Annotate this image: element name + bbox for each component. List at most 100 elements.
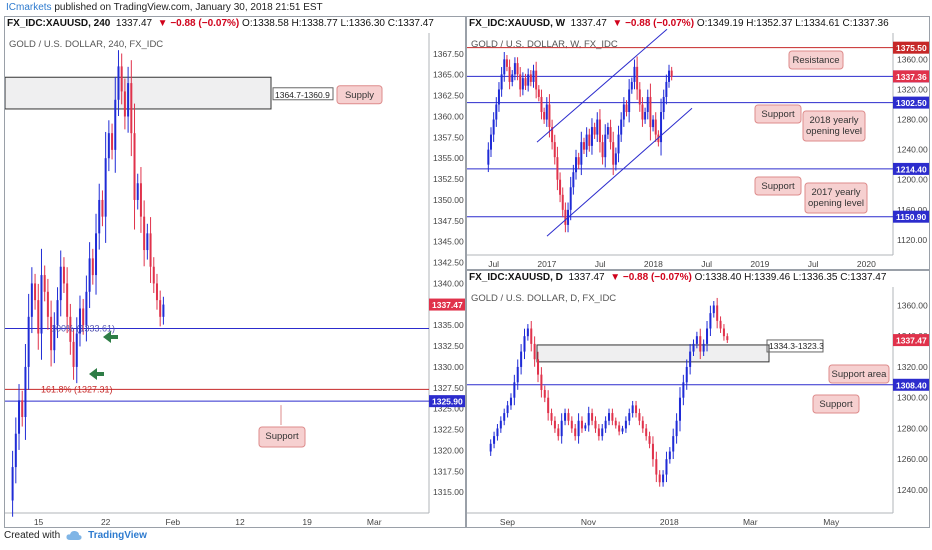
footer: Created with TradingView [4,530,147,541]
candle-body [497,89,500,105]
panel-weekly[interactable]: FX_IDC:XAUUSD, W 1337.47 ▼ −0.88 (−0.07%… [466,16,930,270]
candle-body [614,420,617,426]
weekly-title: FX_IDC:XAUUSD, W 1337.47 ▼ −0.88 (−0.07%… [469,18,889,29]
candle-body [550,413,553,421]
price-tag [893,334,929,347]
support-callout [812,394,860,414]
candle-body [668,70,671,82]
y-tick-label: 1360.00 [897,54,928,64]
supply-callout [336,85,383,105]
candle-body [567,413,570,421]
zone-label: 1334.3-1323.3 [769,341,824,351]
candle-body [601,142,604,158]
candle-body [641,420,644,429]
candle-body [607,413,611,421]
candle-body [622,104,625,120]
candle-body [18,400,21,434]
y-tick-label: 1327.50 [433,383,464,393]
candle-body [557,428,560,437]
y-tick-label: 1330.00 [433,362,464,372]
candle-body [654,119,657,135]
candle-body [526,328,529,337]
candle-body [11,467,14,501]
x-tick-label: Jul [701,259,712,269]
candle-body [535,70,538,90]
candle-body [621,428,624,432]
candle-body [620,119,623,135]
candle-body [665,459,668,475]
candle-body [513,63,516,75]
y-tick-label: 1320.00 [897,362,928,372]
candle-body [62,266,65,284]
candle-body [85,291,88,326]
candle-body [492,119,495,135]
publisher-link[interactable]: ICmarkets [6,2,52,13]
candle-body [78,308,81,334]
price-tag-label: 1337.36 [896,72,927,82]
candle-body [618,425,621,432]
panel-daily[interactable]: FX_IDC:XAUUSD, D 1337.47 ▼ −0.88 (−0.07%… [466,270,930,528]
x-tick-label: 2018 [660,517,679,527]
support-callout [754,176,802,196]
support-callout-text: Support [819,399,853,410]
candle-body [604,134,607,158]
candle-body [604,420,607,429]
candle-body [111,133,114,150]
candle-body [59,266,62,301]
y-tick-label: 1360.00 [433,111,464,121]
panel-h4[interactable]: FX_IDC:XAUUSD, 240 1337.47 ▼ −0.88 (−0.0… [4,16,466,528]
candle-body [543,112,546,120]
y-tick-label: 1342.50 [433,258,464,268]
candle-body [699,336,702,352]
candle-body [662,474,665,483]
y-tick-label: 1362.50 [433,91,464,101]
supply-box-label: 1364.7-1360.9 [275,90,330,100]
candle-body [537,359,540,375]
candle-body [564,209,567,225]
candle-body [660,112,663,143]
candle-body [561,194,564,210]
candle-body [587,413,590,426]
x-tick-label: 15 [34,517,44,527]
tradingview-brand[interactable]: TradingView [88,530,147,541]
candle-body [564,413,567,421]
candle-body [53,325,56,351]
weekly-chart[interactable]: GOLD / U.S. DOLLAR, W, FX_IDC 1120.00 1160… [467,17,929,269]
x-tick-label: 2018 [644,259,663,269]
candle-body [612,142,615,165]
h4-chart[interactable]: GOLD / U.S. DOLLAR, 240, FX_IDC 1315.00 13… [5,17,465,527]
candle-body [582,142,585,150]
candle-body [495,104,498,120]
chart-legend-title: GOLD / U.S. DOLLAR, D, FX_IDC [471,293,616,304]
y-tick-label: 1347.50 [433,216,464,226]
y-tick-label: 1325.00 [433,404,464,414]
yearly-2018-callout-text: opening level [806,126,862,137]
candle-body [56,300,59,326]
candle-body [489,443,492,452]
y-tick-label: 1360.00 [897,300,928,310]
x-tick-label: 2019 [750,259,769,269]
candle-body [117,66,120,100]
daily-title: FX_IDC:XAUUSD, D 1337.47 ▼ −0.88 (−0.07%… [469,272,887,283]
daily-chart[interactable]: GOLD / U.S. DOLLAR, D, FX_IDC 1240.00 1260… [467,271,929,527]
zone-box [536,344,770,363]
x-tick-label: Jul [808,259,819,269]
h4-title: FX_IDC:XAUUSD, 240 1337.47 ▼ −0.88 (−0.0… [7,18,434,29]
candle-body [644,112,647,120]
candle-body [520,351,523,367]
chart-legend-title: GOLD / U.S. DOLLAR, W, FX_IDC [471,39,618,50]
candle-body [685,366,688,383]
created-with-label: Created with [4,530,61,541]
candle-body [14,433,17,468]
candle-body [614,153,617,165]
y-tick-label: 1120.00 [897,235,927,245]
candle-body [628,413,631,421]
candle-body [662,96,665,113]
candle-body [530,328,533,344]
candle-body [645,428,648,437]
fib-161-label: 161.8% (1327.31) [41,384,113,394]
y-tick-label: 1357.50 [433,132,464,142]
candle-body [692,343,695,352]
candle-body [646,96,649,113]
y-tick-label: 1335.00 [433,320,464,330]
